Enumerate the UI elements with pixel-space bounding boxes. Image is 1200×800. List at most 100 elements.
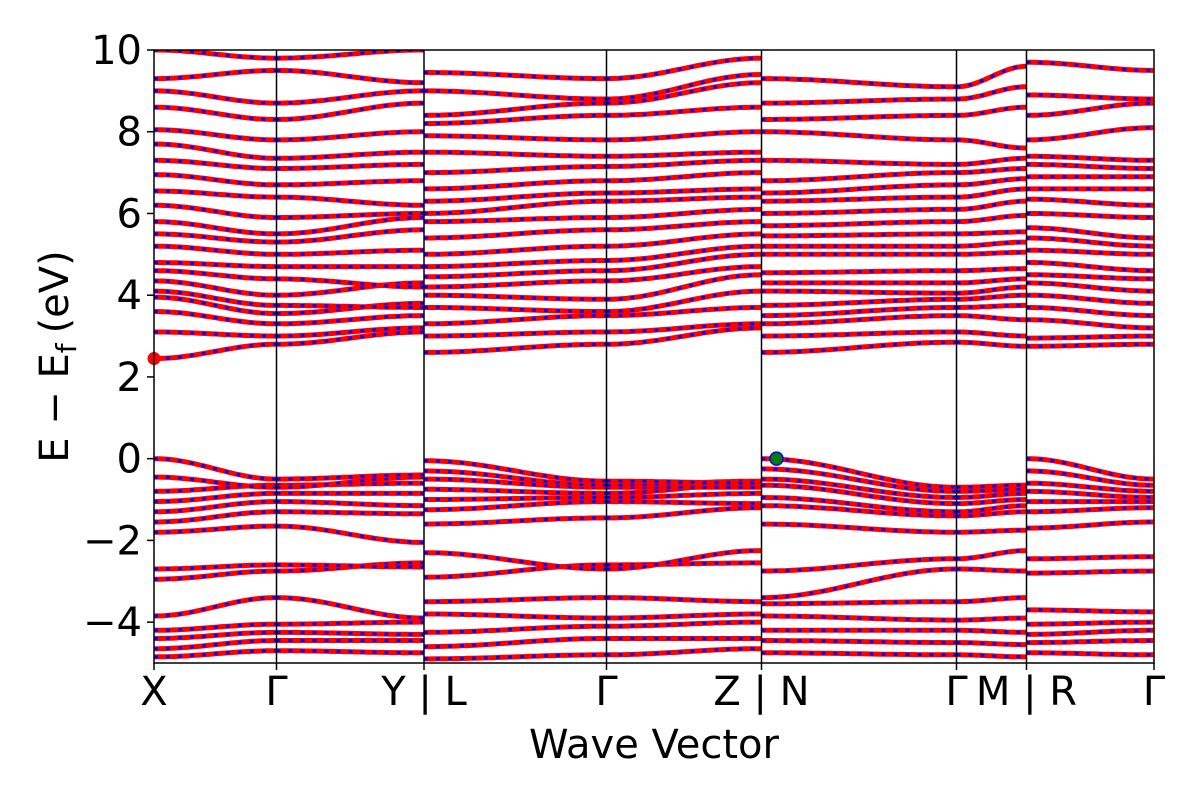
band-line-down-s1-b18 bbox=[276, 303, 424, 309]
band-line-down-s4-b3 bbox=[761, 614, 957, 622]
band-line-down-s0-b33 bbox=[154, 68, 277, 81]
band-line-down-s1-b15 bbox=[276, 326, 424, 338]
band-line-up-s2-b2 bbox=[423, 623, 607, 635]
band-line-down-s1-b29 bbox=[276, 150, 424, 160]
band-line-down-s1-b6 bbox=[276, 563, 424, 569]
band-line-down-s1-b32 bbox=[276, 89, 424, 105]
band-line-down-s1-b19 bbox=[276, 281, 425, 297]
band-line-up-s2-b26 bbox=[424, 190, 607, 204]
band-line-up-s2-b10 bbox=[424, 486, 607, 496]
band-line-up-s2-b14 bbox=[424, 341, 607, 355]
band-line-down-s0-b34 bbox=[154, 50, 277, 60]
band-line-down-s0-b8 bbox=[154, 510, 277, 524]
band-line-down-s4-b11 bbox=[761, 477, 957, 499]
band-line-up-s2-b28 bbox=[424, 164, 607, 176]
y-axis-label-subscript: f bbox=[50, 342, 83, 353]
band-line-up-s3-b25 bbox=[606, 194, 762, 204]
band-line-down-s0-b18 bbox=[154, 289, 277, 307]
band-line-down-s3-b13 bbox=[606, 479, 762, 485]
band-line-up-s2-b13 bbox=[423, 458, 607, 484]
band-line-down-s6-b19 bbox=[1026, 281, 1154, 293]
band-line-down-s0-b11 bbox=[154, 483, 277, 493]
band-line-down-s3-b27 bbox=[606, 171, 762, 183]
band-line-up-s3-b29 bbox=[606, 149, 762, 159]
band-line-down-s3-b2 bbox=[606, 620, 762, 628]
band-line-down-s4-b8 bbox=[761, 504, 957, 518]
band-line-up-s5-b11 bbox=[956, 490, 1027, 500]
band-line-up-s2-b6 bbox=[424, 550, 607, 572]
y-axis-label-unit: (eV) bbox=[32, 250, 78, 333]
y-tick-label-5: 0 bbox=[117, 437, 142, 483]
band-line-up-s2-b16 bbox=[424, 313, 607, 327]
band-line-down-s0-b2 bbox=[154, 630, 277, 640]
band-line-down-s0-b12 bbox=[154, 475, 277, 489]
band-line-up-s2-b0 bbox=[424, 652, 607, 662]
band-line-down-s0-b5 bbox=[154, 569, 277, 581]
band-line-down-s1-b9 bbox=[276, 500, 425, 508]
band-line-up-s5-b22 bbox=[956, 249, 1027, 257]
band-line-down-s3-b16 bbox=[606, 306, 762, 318]
band-line-down-s4-b25 bbox=[761, 220, 957, 228]
x-tick-label-2: Y | L bbox=[380, 669, 467, 715]
band-line-down-s4-b1 bbox=[761, 639, 957, 645]
band-line-down-s3-b26 bbox=[606, 187, 762, 195]
y-tick-label-1: 8 bbox=[117, 110, 142, 156]
band-line-down-s1-b31 bbox=[276, 101, 425, 121]
band-line-down-s6-b3 bbox=[1026, 620, 1154, 626]
band-line-up-s5-b25 bbox=[956, 213, 1027, 225]
band-line-down-s3-b30 bbox=[606, 130, 762, 142]
band-line-up-s5-b18 bbox=[956, 292, 1027, 302]
band-line-up-s5-b2 bbox=[956, 627, 1027, 635]
band-line-down-s4-b18 bbox=[761, 297, 957, 307]
band-line-up-s2-b32 bbox=[423, 100, 607, 118]
y-tick-label-4: 2 bbox=[117, 355, 142, 401]
x-tick-label-7: Γ bbox=[1143, 669, 1166, 715]
x-tick-label-1: Γ bbox=[265, 669, 288, 715]
band-line-down-s4-b26 bbox=[761, 207, 957, 215]
valence-band-max-point bbox=[769, 451, 784, 466]
band-line-down-s0-b13 bbox=[154, 457, 277, 481]
band-line-up-s5-b31 bbox=[956, 137, 1027, 151]
band-line-up-s5-b19 bbox=[956, 284, 1027, 296]
band-line-up-s3-b5 bbox=[606, 560, 762, 568]
band-line-down-s6-b8 bbox=[1026, 506, 1154, 514]
band-line-down-s6-b18 bbox=[1026, 293, 1154, 305]
band-line-down-s3-b18 bbox=[606, 273, 762, 301]
band-line-down-s0-b20 bbox=[154, 269, 277, 281]
band-line-down-s0-b22 bbox=[154, 244, 277, 256]
band-line-up-s3-b27 bbox=[606, 170, 762, 184]
band-line-down-s4-b33 bbox=[761, 97, 957, 105]
band-line-up-s2-b21 bbox=[424, 258, 607, 270]
band-line-up-s3-b0 bbox=[606, 646, 762, 658]
band-line-up-s2-b23 bbox=[424, 227, 607, 241]
band-line-down-s6-b29 bbox=[1026, 162, 1154, 170]
band-line-up-s5-b9 bbox=[956, 503, 1027, 515]
band-line-down-s1-b24 bbox=[276, 216, 424, 236]
band-line-up-s2-b4 bbox=[424, 595, 607, 605]
band-line-down-s3-b32 bbox=[606, 81, 762, 105]
band-line-down-s1-b23 bbox=[276, 228, 425, 244]
y-ticks: 10 8 6 4 2 0 −2 −4 bbox=[83, 28, 154, 646]
band-line-down-s4-b27 bbox=[761, 195, 957, 203]
band-line-down-s4-b17 bbox=[761, 306, 957, 318]
band-line-down-s3-b33 bbox=[606, 73, 762, 101]
band-line-up-s5-b23 bbox=[956, 239, 1027, 249]
band-line-down-s1-b14 bbox=[276, 330, 424, 346]
band-line-down-s3-b22 bbox=[606, 232, 762, 248]
band-line-down-s0-b9 bbox=[154, 500, 277, 514]
band-line-up-s2-b30 bbox=[424, 133, 607, 143]
band-line-up-s5-b10 bbox=[956, 497, 1027, 507]
band-line-down-s4-b30 bbox=[761, 158, 957, 166]
x-tick-label-5: Γ bbox=[945, 669, 968, 715]
band-line-up-s5-b30 bbox=[956, 155, 1027, 167]
band-line-up-s5-b14 bbox=[956, 339, 1027, 349]
band-line-down-s0-b28 bbox=[154, 158, 277, 170]
band-line-up-s2-b17 bbox=[424, 305, 607, 314]
band-line-up-s3-b31 bbox=[606, 104, 762, 118]
band-line-down-s0-b6 bbox=[154, 563, 277, 571]
band-line-down-s0-b21 bbox=[154, 261, 277, 269]
band-line-down-s6-b30 bbox=[1026, 154, 1154, 162]
band-line-down-s1-b16 bbox=[276, 314, 425, 326]
band-line-up-s2-b27 bbox=[424, 178, 607, 192]
